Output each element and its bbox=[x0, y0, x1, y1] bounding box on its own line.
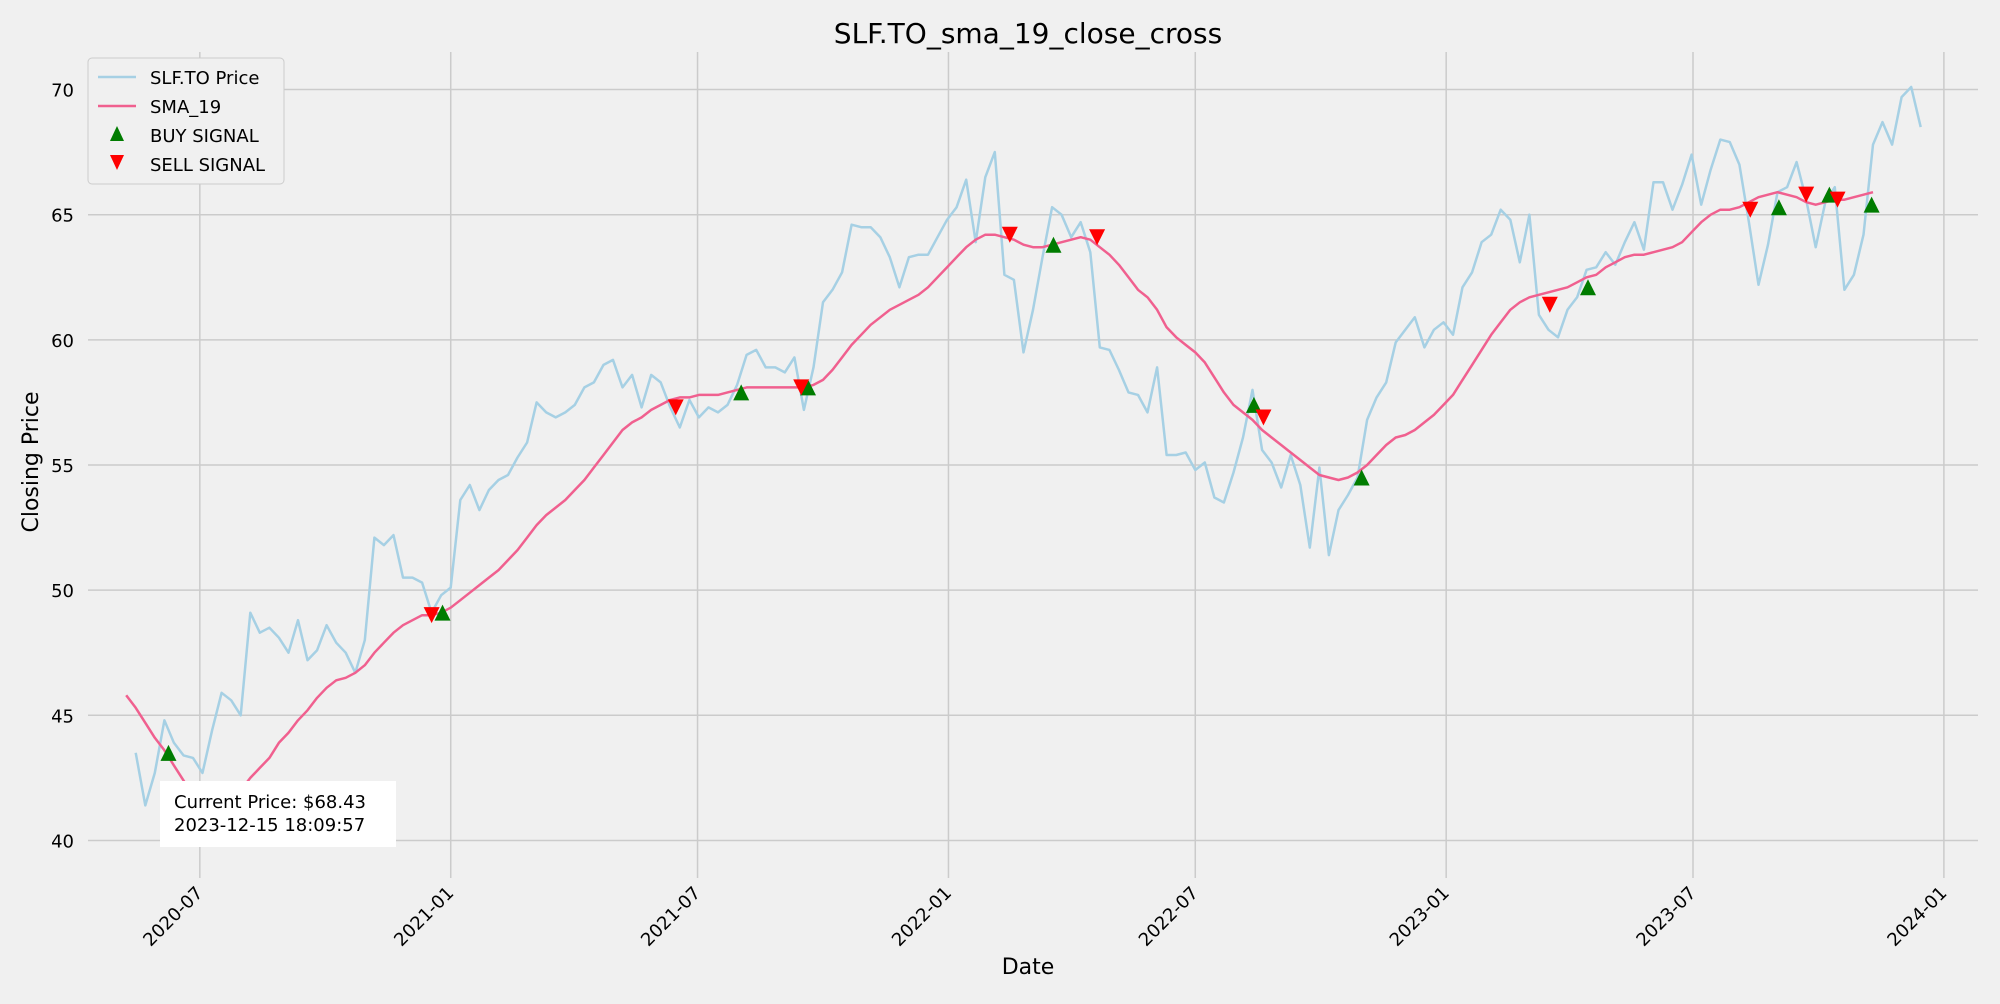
legend-sma-label: SMA_19 bbox=[150, 97, 221, 118]
buy-signal-marker bbox=[1045, 236, 1062, 253]
legend-sell-label: SELL SIGNAL bbox=[150, 155, 265, 176]
buy-signal-marker bbox=[434, 604, 451, 621]
current-price-annotation: Current Price: $68.43 2023-12-15 18:09:5… bbox=[160, 781, 396, 847]
sell-signal-marker bbox=[1829, 191, 1846, 208]
buy-signal-marker bbox=[1245, 396, 1262, 413]
annotation-timestamp: 2023-12-15 18:09:57 bbox=[174, 815, 365, 836]
annotation-price: Current Price: $68.43 bbox=[174, 792, 366, 813]
legend-buy-label: BUY SIGNAL bbox=[150, 126, 259, 147]
buy-signal-marker bbox=[800, 379, 816, 396]
buy-signal-marker bbox=[733, 384, 750, 401]
legend-buy-marker bbox=[110, 126, 124, 141]
chart-title: SLF.TO_sma_19_close_cross bbox=[834, 17, 1222, 50]
sell-signal-marker bbox=[1001, 226, 1018, 243]
x-axis-label: Date bbox=[1002, 955, 1055, 980]
y-tick-label: 70 bbox=[51, 81, 74, 102]
sell-signal-marker bbox=[1255, 409, 1272, 426]
buy-signal-marker bbox=[1580, 279, 1596, 296]
sell-signal-marker bbox=[793, 379, 810, 396]
sell-signal-marker bbox=[1742, 201, 1759, 218]
legend-sell-marker bbox=[110, 155, 124, 170]
marker-layer bbox=[160, 186, 1880, 761]
sell-signal-marker bbox=[1798, 186, 1815, 203]
y-tick-label: 40 bbox=[51, 831, 74, 852]
legend-price-label: SLF.TO Price bbox=[150, 68, 259, 89]
y-tick-label: 65 bbox=[51, 206, 74, 227]
legend-box bbox=[87, 57, 285, 185]
buy-signal-marker bbox=[1353, 469, 1370, 486]
y-axis-label: Closing Price bbox=[19, 391, 44, 532]
annotation-box bbox=[160, 781, 396, 847]
grid bbox=[88, 52, 1978, 878]
buy-signal-marker bbox=[1770, 199, 1787, 216]
y-tick-label: 45 bbox=[51, 706, 74, 727]
legend: SLF.TO Price SMA_19 BUY SIGNAL SELL SIGN… bbox=[87, 57, 285, 185]
sell-signal-marker bbox=[1089, 229, 1106, 246]
buy-signal-marker bbox=[160, 744, 177, 761]
sell-signal-marker bbox=[1541, 296, 1558, 313]
sma-line bbox=[125, 190, 1874, 817]
y-tick-label: 55 bbox=[51, 456, 74, 477]
y-tick-label: 60 bbox=[51, 331, 74, 352]
y-tick-label: 50 bbox=[51, 581, 74, 602]
sell-signal-marker bbox=[423, 607, 440, 624]
buy-signal-marker bbox=[1863, 196, 1880, 213]
sell-signal-marker bbox=[667, 399, 684, 416]
